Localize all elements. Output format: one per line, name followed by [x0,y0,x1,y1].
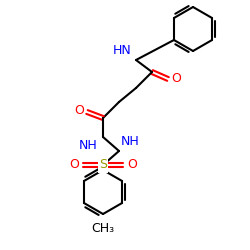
Text: O: O [69,158,79,172]
Text: O: O [127,158,137,172]
Text: HN: HN [113,44,132,57]
Text: O: O [171,72,181,85]
Text: CH₃: CH₃ [92,222,114,235]
Text: NH: NH [121,135,140,148]
Text: O: O [74,104,84,118]
Text: S: S [99,158,107,172]
Text: NH: NH [79,139,98,152]
